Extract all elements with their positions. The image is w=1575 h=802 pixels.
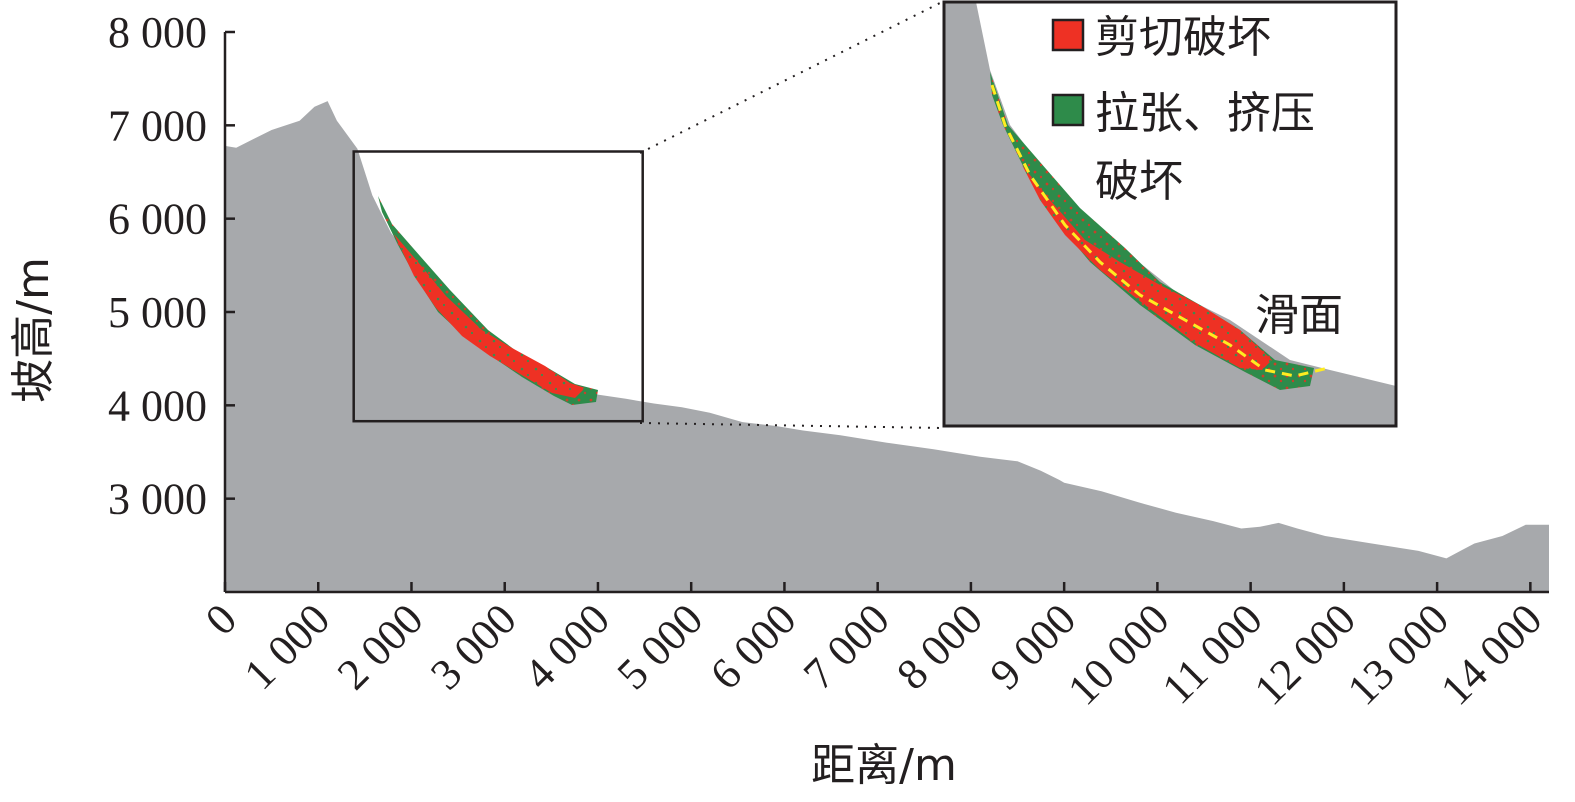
x-tick-label: 14 000 [1431, 594, 1551, 714]
legend-swatch-tension-compression [1051, 93, 1085, 127]
zoom-region-box [352, 150, 644, 423]
y-tick-label: 5 000 [108, 288, 207, 337]
y-axis-title: 坡高/m [8, 257, 59, 403]
x-tick-label: 6 000 [701, 594, 806, 699]
x-tick-label: 3 000 [421, 594, 526, 699]
shear-zone [394, 234, 585, 398]
y-tick-label: 4 000 [108, 381, 207, 430]
x-tick-label: 10 000 [1058, 594, 1178, 714]
inset-shear-zone [1022, 165, 1272, 370]
failure-zones-main [378, 196, 598, 405]
x-tick-label: 0 [196, 594, 246, 644]
x-tick-label: 1 000 [235, 594, 340, 699]
legend-label-tension-compression-line2: 破坏 [1095, 156, 1183, 207]
y-tick-label: 3 000 [108, 475, 207, 524]
x-tick-label: 8 000 [887, 594, 992, 699]
connector-line-top [639, 1, 943, 154]
y-tick-label: 7 000 [108, 101, 207, 150]
slip-surface-annotation: 滑面 [1255, 290, 1343, 341]
x-tick-label: 11 000 [1153, 594, 1272, 713]
legend-swatch-shear [1051, 18, 1085, 52]
legend-label-shear: 剪切破坏 [1095, 12, 1271, 63]
x-tick-label: 4 000 [514, 594, 619, 699]
x-tick-label: 5 000 [608, 594, 713, 699]
x-tick-label: 7 000 [794, 594, 899, 699]
slip-surface [990, 84, 1329, 378]
x-tick-label: 2 000 [328, 594, 433, 699]
x-axis-title: 距离/m [811, 740, 957, 791]
legend-label-tension-compression: 拉张、挤压 [1095, 88, 1315, 139]
x-tick-label: 12 000 [1245, 594, 1365, 714]
y-ticks: 3 000 4 000 5 000 6 000 7 000 8 000 [108, 8, 235, 524]
legend: 剪切破坏 拉张、挤压 破坏 [1051, 12, 1315, 207]
zoom-inset: 剪切破坏 拉张、挤压 破坏 滑面 [942, 0, 1398, 428]
y-tick-label: 6 000 [108, 195, 207, 244]
y-tick-label: 8 000 [108, 8, 207, 57]
inset-border [942, 0, 1398, 428]
inset-terrain-area [944, 2, 1396, 426]
terrain-area [225, 101, 1549, 592]
x-tick-label: 13 000 [1338, 594, 1458, 714]
